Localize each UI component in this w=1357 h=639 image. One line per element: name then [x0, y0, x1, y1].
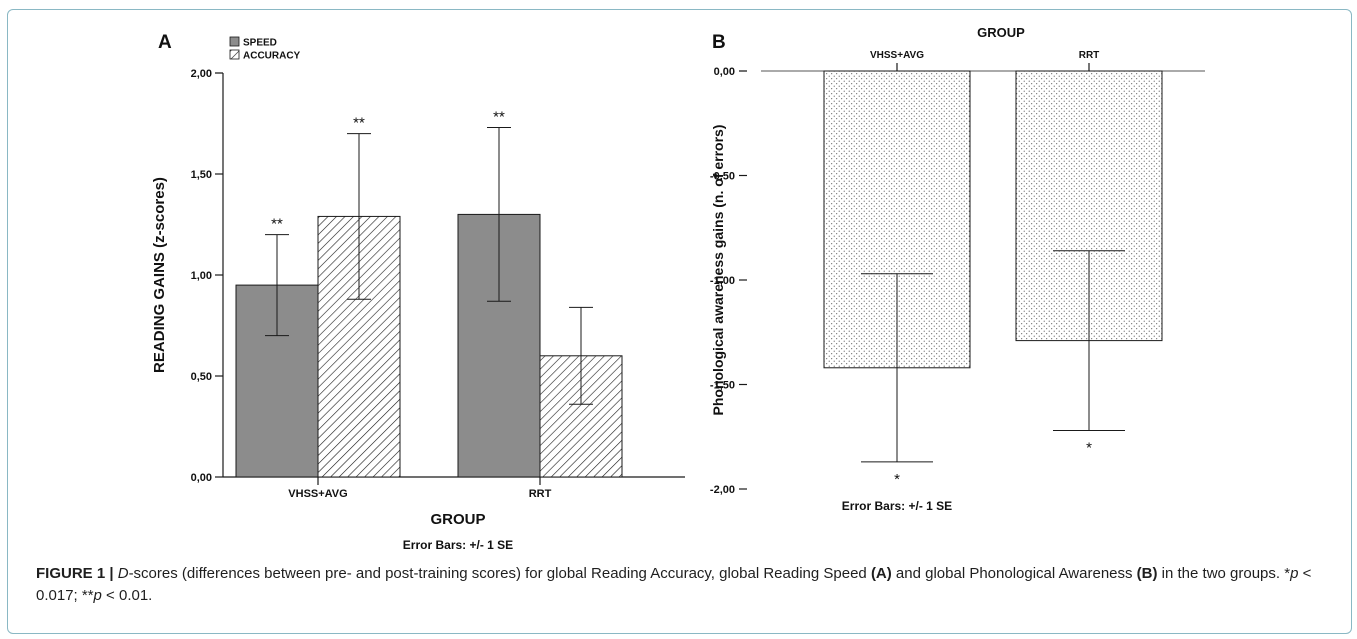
chart-panel-a: A 0,00 0,50 1,00 1,50 2,00 READING GAINS (z-sc… [151, 32, 685, 552]
chart-title: GROUP [977, 25, 1025, 40]
y-tick-label: 0,00 [191, 472, 212, 484]
caption-text: < 0.01. [101, 587, 153, 604]
error-bars-note: Error Bars: +/- 1 SE [403, 538, 513, 552]
figure-svg: A 0,00 0,50 1,00 1,50 2,00 READING GAINS (z-sc… [151, 25, 1205, 552]
x-tick-label: VHSS+AVG [288, 488, 347, 500]
caption-text: in the two groups. * [1157, 565, 1291, 582]
figure-frame: A 0,00 0,50 1,00 1,50 2,00 READING GAINS (z-sc… [7, 9, 1352, 634]
significance-marker: * [1086, 439, 1092, 456]
error-bars-note: Error Bars: +/- 1 SE [842, 499, 952, 513]
legend-label: SPEED [243, 38, 277, 49]
y-axis-label: READING GAINS (z-scores) [151, 177, 168, 373]
caption-p: p [93, 587, 102, 604]
caption-text: and global Phonological Awareness [891, 565, 1137, 582]
y-tick-label: 0,50 [191, 371, 212, 383]
y-tick-label: -1,50 [710, 380, 735, 392]
caption-ref-a: (A) [870, 565, 892, 582]
chart-panel-b: B GROUP 0,00 -0,50 -1,00 -1,50 -2,00 Phonologic… [710, 25, 1205, 513]
caption-p: p [1290, 565, 1299, 582]
legend-label: ACCURACY [243, 51, 301, 62]
y-tick-label: -0,50 [710, 171, 735, 183]
panel-label: B [712, 32, 726, 53]
x-tick-label: VHSS+AVG [870, 50, 924, 61]
x-tick-label: RRT [1079, 50, 1100, 61]
y-tick-label: -1,00 [710, 275, 735, 287]
y-tick-label: -2,00 [710, 484, 735, 496]
caption-text: < 0.017; ** [36, 565, 1312, 604]
caption-label: FIGURE 1 | [36, 565, 114, 582]
y-axis-label: Phonological awareness gains (n. of erro… [710, 125, 726, 416]
x-tick-label: RRT [529, 488, 552, 500]
significance-marker: * [894, 471, 900, 488]
y-tick-label: 1,50 [191, 169, 212, 181]
significance-marker: ** [493, 109, 505, 126]
legend-swatch-speed [229, 36, 240, 47]
caption-ref-b: (B) [1136, 565, 1158, 582]
significance-marker: ** [271, 216, 283, 233]
x-axis-label: GROUP [430, 511, 485, 528]
figure-caption: FIGURE 1 | D-scores (differences between… [36, 563, 1336, 607]
y-tick-label: 1,00 [191, 270, 212, 282]
significance-marker: ** [353, 115, 365, 132]
caption-text: -scores (differences between pre- and po… [128, 565, 871, 582]
legend-swatch-accuracy [229, 49, 240, 60]
y-tick-label: 0,00 [714, 66, 735, 78]
panel-label: A [158, 32, 172, 53]
y-tick-label: 2,00 [191, 68, 212, 80]
caption-d: D [117, 565, 129, 582]
